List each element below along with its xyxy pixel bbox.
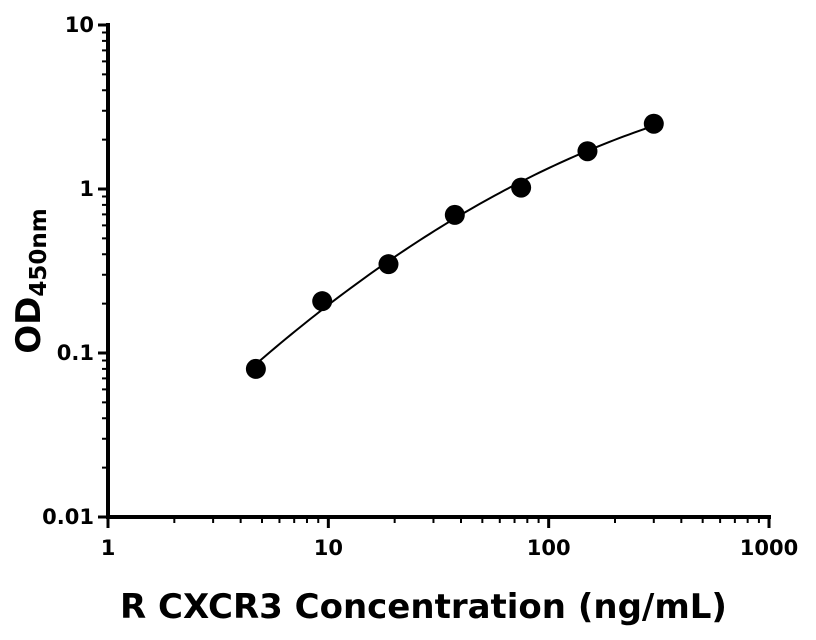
x-tick-label: 1000 (740, 536, 798, 560)
x-tick-label: 10 (314, 536, 343, 560)
x-tick-label: 1 (101, 536, 116, 560)
y-tick-label: 1 (79, 177, 94, 201)
data-point (245, 358, 266, 379)
y-tick-label: 0.01 (42, 505, 94, 529)
axes (106, 23, 771, 519)
x-axis-title: R CXCR3 Concentration (ng/mL) (120, 587, 727, 627)
data-point (511, 177, 532, 198)
y-axis-title-subscript: 450nm (26, 208, 52, 296)
data-point (378, 254, 399, 275)
x-tick-label: 100 (527, 536, 571, 560)
data-point (643, 113, 664, 134)
data-point (312, 291, 333, 312)
data-points (245, 113, 664, 379)
y-tick-label: 10 (65, 13, 94, 37)
fit-curve (255, 124, 655, 365)
data-point (577, 141, 598, 162)
y-axis-title: OD450nm (9, 208, 52, 354)
ticks: 0.01 0.1 1 10 1 10 100 1000 (42, 13, 798, 560)
y-tick-label: 0.1 (57, 341, 94, 365)
y-axis-title-main: OD (9, 297, 49, 354)
data-point (444, 204, 465, 225)
